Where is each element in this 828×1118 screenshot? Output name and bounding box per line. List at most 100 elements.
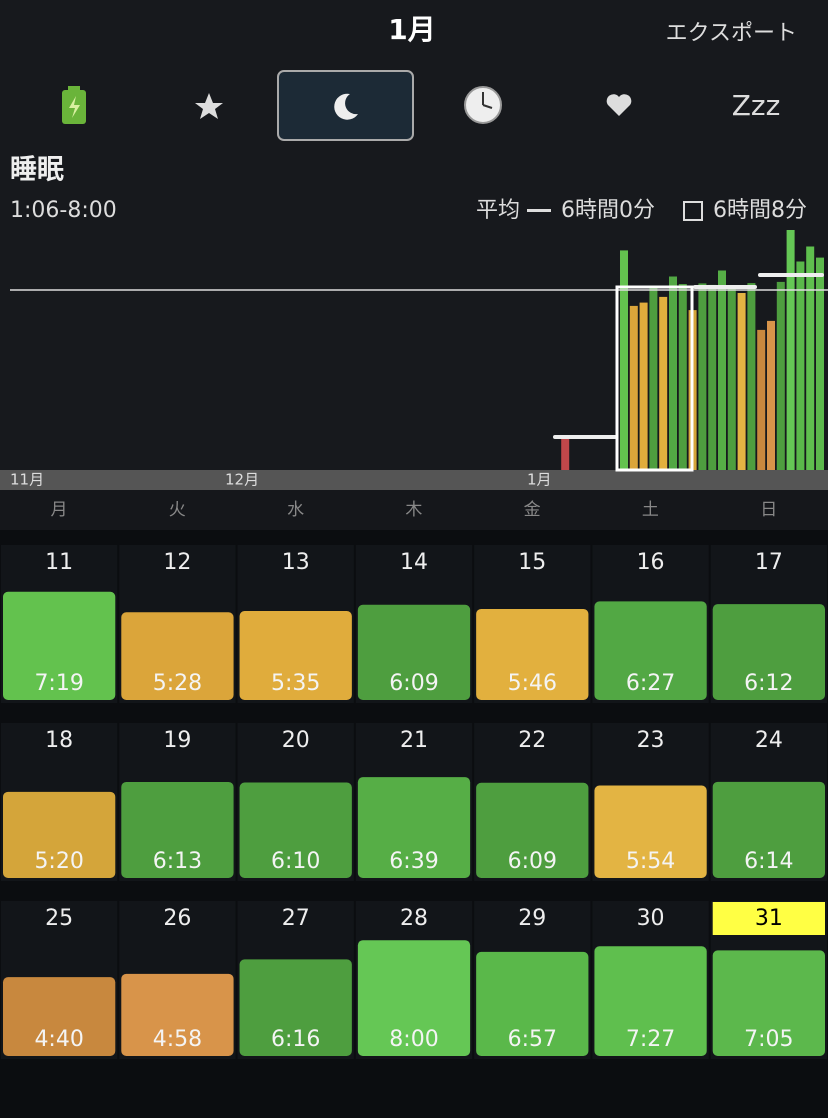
sleep-box — [121, 612, 234, 700]
sleep-box — [357, 604, 471, 700]
sleep-bar — [620, 250, 628, 470]
weekday-label: 月 — [51, 500, 68, 520]
sleep-bar — [669, 276, 677, 470]
sleep-duration: 4:58 — [153, 1027, 202, 1052]
goal-box-icon — [683, 201, 703, 221]
day-number: 11 — [45, 550, 73, 575]
sleep-box — [357, 777, 471, 878]
sleep-box — [476, 608, 589, 700]
sleep-duration: 5:54 — [626, 849, 675, 874]
sleep-box — [239, 959, 352, 1056]
day-number: 21 — [400, 728, 428, 753]
weekday-label: 金 — [524, 500, 541, 520]
sleep-duration: 6:12 — [744, 671, 793, 696]
sleep-duration: 6:27 — [626, 671, 675, 696]
sleep-box — [594, 601, 707, 700]
sleep-box — [594, 785, 707, 878]
today-highlight — [712, 902, 825, 935]
mini-chart: 11月 12月 1月月 火 水 木 金 土 日 — [10, 230, 828, 520]
tab-sleep-selected[interactable] — [277, 70, 414, 141]
sleep-box — [239, 611, 352, 700]
section-title: 睡眠 — [10, 155, 64, 186]
day-number: 24 — [755, 728, 783, 753]
day-number: 13 — [282, 550, 310, 575]
sleep-bar — [698, 283, 707, 470]
goal-value: 6時間8分 — [713, 198, 807, 223]
title: 1月 — [388, 13, 435, 46]
day-number: 15 — [518, 550, 546, 575]
sleep-bar — [737, 293, 746, 470]
day-number: 22 — [518, 728, 546, 753]
day-number: 19 — [163, 728, 191, 753]
sleep-bar — [776, 281, 785, 470]
sleep-bar — [639, 302, 648, 470]
sleep-duration: 6:16 — [271, 1027, 320, 1052]
sleep-bar — [727, 285, 736, 470]
selected-week — [615, 285, 694, 472]
sleep-duration: 6:13 — [153, 849, 202, 874]
day-number: 14 — [400, 550, 428, 575]
sleep-box — [239, 782, 352, 878]
sleep-box — [712, 781, 825, 878]
sleep-duration: 5:46 — [508, 671, 557, 696]
sleep-box — [3, 977, 116, 1056]
range: 1:06-8:00 — [10, 198, 117, 223]
sleep-duration: 6:14 — [744, 849, 793, 874]
sleep-bar — [796, 261, 805, 470]
day-number: 20 — [282, 728, 310, 753]
sleep-box — [3, 591, 116, 700]
sleep-duration: 6:09 — [508, 849, 557, 874]
weekday-label: 木 — [405, 500, 422, 520]
sleep-box — [712, 604, 825, 700]
sleep-bar — [786, 230, 795, 470]
month-label: 12月 — [225, 471, 259, 489]
day-number: 23 — [637, 728, 665, 753]
day-number: 31 — [755, 906, 783, 931]
average-value: 6時間0分 — [561, 198, 655, 223]
month-band — [0, 470, 828, 490]
sleep-bar — [816, 257, 824, 470]
day-number: 29 — [518, 906, 546, 931]
sleep-bar — [561, 437, 570, 470]
sleep-duration: 6:10 — [271, 849, 320, 874]
tab-battery[interactable] — [62, 86, 86, 124]
sleep-bar — [678, 284, 687, 470]
sleep-duration: 6:39 — [389, 849, 438, 874]
day-number: 30 — [637, 906, 665, 931]
month-label: 11月 — [10, 471, 44, 489]
sleep-box — [121, 973, 234, 1056]
sleep-duration: 7:27 — [626, 1027, 675, 1052]
tab-heart[interactable] — [606, 94, 632, 116]
sleep-box — [594, 946, 707, 1056]
sleep-box — [712, 950, 825, 1056]
sleep-duration: 5:28 — [153, 671, 202, 696]
sleep-box — [3, 791, 116, 878]
weekday-bar — [0, 490, 828, 530]
export-button[interactable]: エクスポート — [666, 21, 797, 46]
sleep-bar — [629, 305, 638, 470]
sleep-duration: 4:40 — [34, 1027, 83, 1052]
weekday-label: 日 — [760, 500, 777, 520]
sleep-duration: 5:35 — [271, 671, 320, 696]
weekday-label: 火 — [169, 500, 186, 520]
sleep-duration: 6:09 — [389, 671, 438, 696]
tab-zzz[interactable]: Zzz — [732, 89, 781, 122]
calendar: 11 7:19 12 5:28 13 5:35 14 6:09 15 5:46 16 6:27 17 6:… — [1, 545, 827, 1059]
sleep-duration: 8:00 — [389, 1027, 438, 1052]
sleep-bar — [718, 270, 726, 470]
sleep-box — [476, 782, 589, 878]
day-number: 26 — [163, 906, 191, 931]
sleep-box — [476, 951, 589, 1056]
sleep-bar — [708, 284, 717, 470]
tab-star[interactable] — [195, 93, 223, 119]
day-number: 17 — [755, 550, 783, 575]
month-label: 1月 — [527, 471, 552, 489]
tab-clock[interactable] — [464, 86, 502, 124]
moon-icon — [334, 93, 358, 120]
average-line-icon — [527, 209, 551, 212]
sleep-duration: 7:05 — [744, 1027, 793, 1052]
sleep-box — [121, 781, 234, 878]
day-number: 12 — [163, 550, 191, 575]
